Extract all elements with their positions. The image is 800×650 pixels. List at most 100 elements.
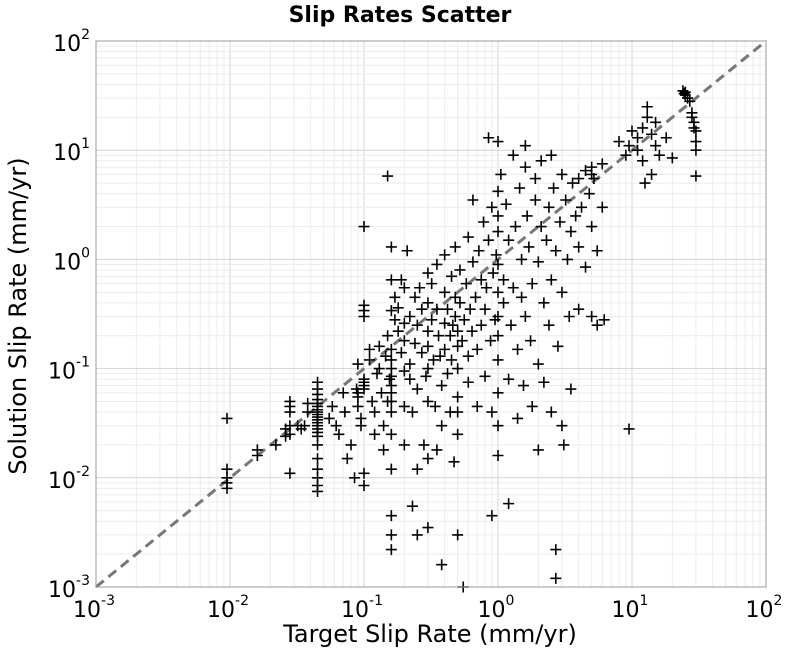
x-tick-label-exponent: -1	[369, 593, 383, 609]
scatter-point	[563, 310, 575, 322]
scatter-point	[422, 267, 434, 279]
scatter-point	[385, 406, 397, 418]
y-axis-label: Solution Slip Rate (mm/yr)	[4, 157, 32, 474]
scatter-point	[345, 439, 357, 451]
x-tick-label-base: 10	[73, 598, 101, 623]
scatter-point	[378, 420, 390, 432]
y-tick-label-base: 10	[48, 360, 76, 385]
scatter-point	[650, 116, 662, 128]
scatter-point	[411, 463, 423, 475]
scatter-point	[550, 245, 562, 257]
y-tick-label-base: 10	[53, 141, 81, 166]
scatter-point	[543, 319, 555, 331]
scatter-point	[623, 423, 635, 435]
scatter-point	[385, 305, 397, 317]
scatter-point	[358, 467, 370, 479]
scatter-point	[431, 444, 443, 456]
x-axis-ticks: 10-3 10-2 10-1 100 101 102	[73, 593, 782, 623]
identity-reference-line	[95, 39, 767, 589]
x-tick-label-base: 10	[341, 598, 369, 623]
scatter-point	[516, 253, 528, 265]
scatter-point	[475, 319, 487, 331]
y-tick-label-exponent: 1	[81, 136, 90, 152]
scatter-point	[588, 173, 600, 185]
scatter-point	[460, 278, 472, 290]
y-tick-label: 10-2	[48, 464, 90, 494]
scatter-point	[401, 245, 413, 257]
scatter-point	[498, 274, 510, 286]
scatter-point	[583, 188, 595, 200]
scatter-point	[516, 291, 528, 303]
scatter-point	[478, 216, 490, 228]
grid	[95, 41, 766, 588]
scatter-point	[507, 149, 519, 161]
scatter-point	[452, 529, 464, 541]
scatter-point	[284, 406, 296, 418]
scatter-point	[503, 234, 515, 246]
scatter-point	[358, 221, 370, 233]
scatter-point	[512, 343, 524, 355]
scatter-point	[433, 330, 445, 342]
scatter-point	[434, 350, 446, 362]
scatter-point	[554, 216, 566, 228]
scatter-point	[637, 155, 649, 167]
scatter-point	[570, 210, 582, 222]
scatter-point	[545, 274, 557, 286]
scatter-point	[385, 544, 397, 556]
scatter-point	[414, 282, 426, 294]
scatter-point	[467, 256, 479, 268]
scatter-point	[389, 314, 401, 326]
scatter-point	[422, 297, 434, 309]
scatter-point	[479, 370, 491, 382]
scatter-point	[378, 444, 390, 456]
x-tick-label: 10-1	[341, 593, 383, 623]
y-tick-label-exponent: -3	[76, 573, 90, 589]
scatter-point	[436, 420, 448, 432]
scatter-point	[385, 395, 397, 407]
scatter-point	[330, 420, 342, 432]
scatter-point	[398, 400, 410, 412]
scatter-point	[382, 170, 394, 182]
scatter-point	[404, 358, 416, 370]
scatter-point	[411, 383, 423, 395]
scatter-point	[369, 406, 381, 418]
scatter-point	[586, 310, 598, 322]
scatter-point	[449, 291, 461, 303]
scatter-point	[442, 303, 454, 315]
scatter-point	[452, 406, 464, 418]
scatter-point	[558, 439, 570, 451]
scatter-point	[302, 406, 314, 418]
scatter-point	[519, 310, 531, 322]
scatter-point	[358, 310, 370, 322]
scatter-point	[448, 456, 460, 468]
scatter-point	[439, 317, 451, 329]
scatter-point	[526, 400, 538, 412]
scatter-point	[690, 125, 702, 137]
scatter-point	[486, 510, 498, 522]
scatter-point	[492, 226, 504, 238]
x-tick-label-exponent: 1	[640, 593, 649, 609]
scatter-point	[299, 420, 311, 432]
scatter-point	[507, 282, 519, 294]
scatter-point	[509, 221, 521, 233]
scatter-point	[480, 282, 492, 294]
scatter-point	[529, 173, 541, 185]
scatter-point	[392, 302, 404, 314]
scatter-point	[492, 450, 504, 462]
scatter-point	[526, 278, 538, 290]
x-tick-label-base: 10	[746, 598, 774, 623]
scatter-point	[660, 132, 672, 144]
y-tick-label-exponent: -2	[76, 464, 90, 480]
scatter-point	[666, 152, 678, 164]
scatter-point	[385, 529, 397, 541]
scatter-point	[358, 299, 370, 311]
scatter-point	[518, 380, 530, 392]
scatter-point	[429, 400, 441, 412]
scatter-point	[479, 303, 491, 315]
scatter-point	[416, 347, 428, 359]
scatter-point	[404, 373, 416, 385]
data-points	[221, 85, 702, 593]
scatter-point	[470, 291, 482, 303]
y-tick-label-base: 10	[53, 250, 81, 275]
scatter-point	[373, 340, 385, 352]
